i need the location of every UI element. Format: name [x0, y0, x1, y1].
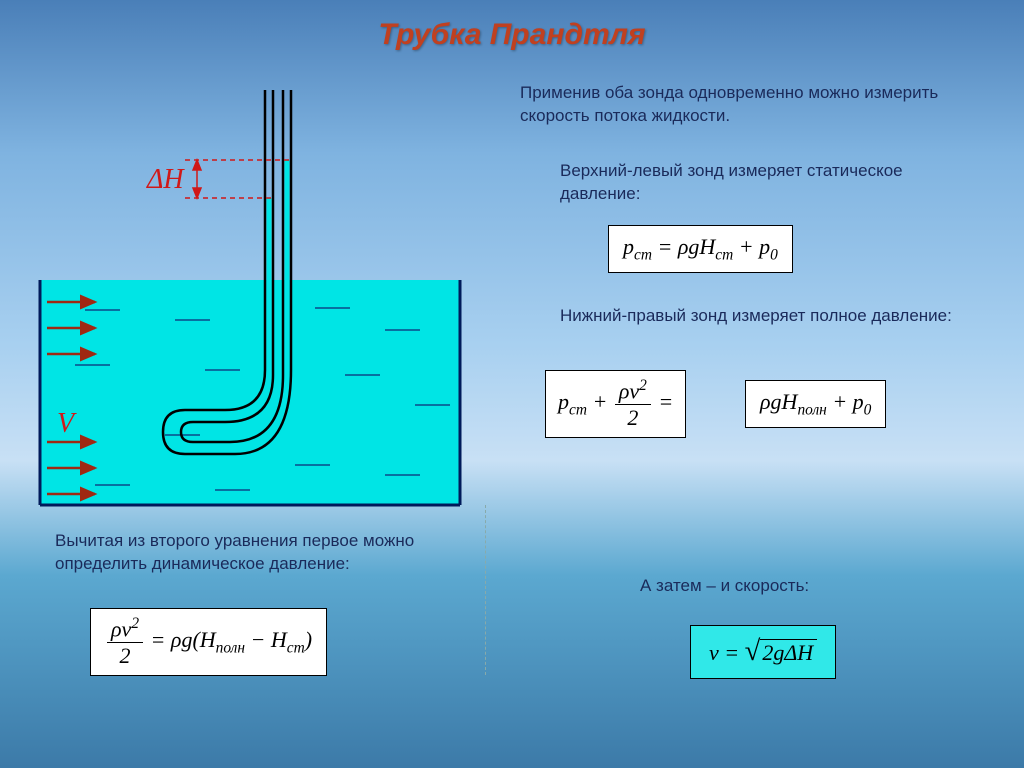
subtract-text: Вычитая из второго уравнения первое можн… — [55, 530, 485, 576]
formula-full-left: pст + ρv22 = — [545, 370, 686, 438]
top-probe-text: Верхний-левый зонд измеряет статическое … — [560, 160, 970, 206]
formula-dynamic: ρv22 = ρg(Hполн − Hст) — [90, 608, 327, 676]
intro-text: Применив оба зонда одновременно можно из… — [520, 82, 975, 128]
prandtl-tube-diagram: V ΔH — [35, 70, 465, 510]
slide-title: Трубка Прандтля — [0, 18, 1024, 52]
formula-velocity: v = √2gΔH — [690, 625, 836, 679]
divider-line — [485, 505, 486, 675]
formula-static: pст = ρgHст + p0 — [608, 225, 793, 273]
bottom-probe-text: Нижний-правый зонд измеряет полное давле… — [560, 305, 970, 328]
velocity-text: А затем – и скорость: — [640, 575, 940, 598]
velocity-label: V — [57, 408, 77, 439]
formula-full-right: ρgHполн + p0 — [745, 380, 886, 428]
delta-h-label: ΔH — [146, 164, 185, 195]
